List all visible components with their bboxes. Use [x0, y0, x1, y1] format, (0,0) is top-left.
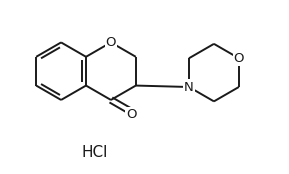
- Text: O: O: [234, 52, 244, 65]
- Text: N: N: [184, 81, 194, 93]
- Text: HCl: HCl: [81, 145, 108, 160]
- Text: O: O: [106, 36, 116, 49]
- Text: O: O: [126, 108, 137, 121]
